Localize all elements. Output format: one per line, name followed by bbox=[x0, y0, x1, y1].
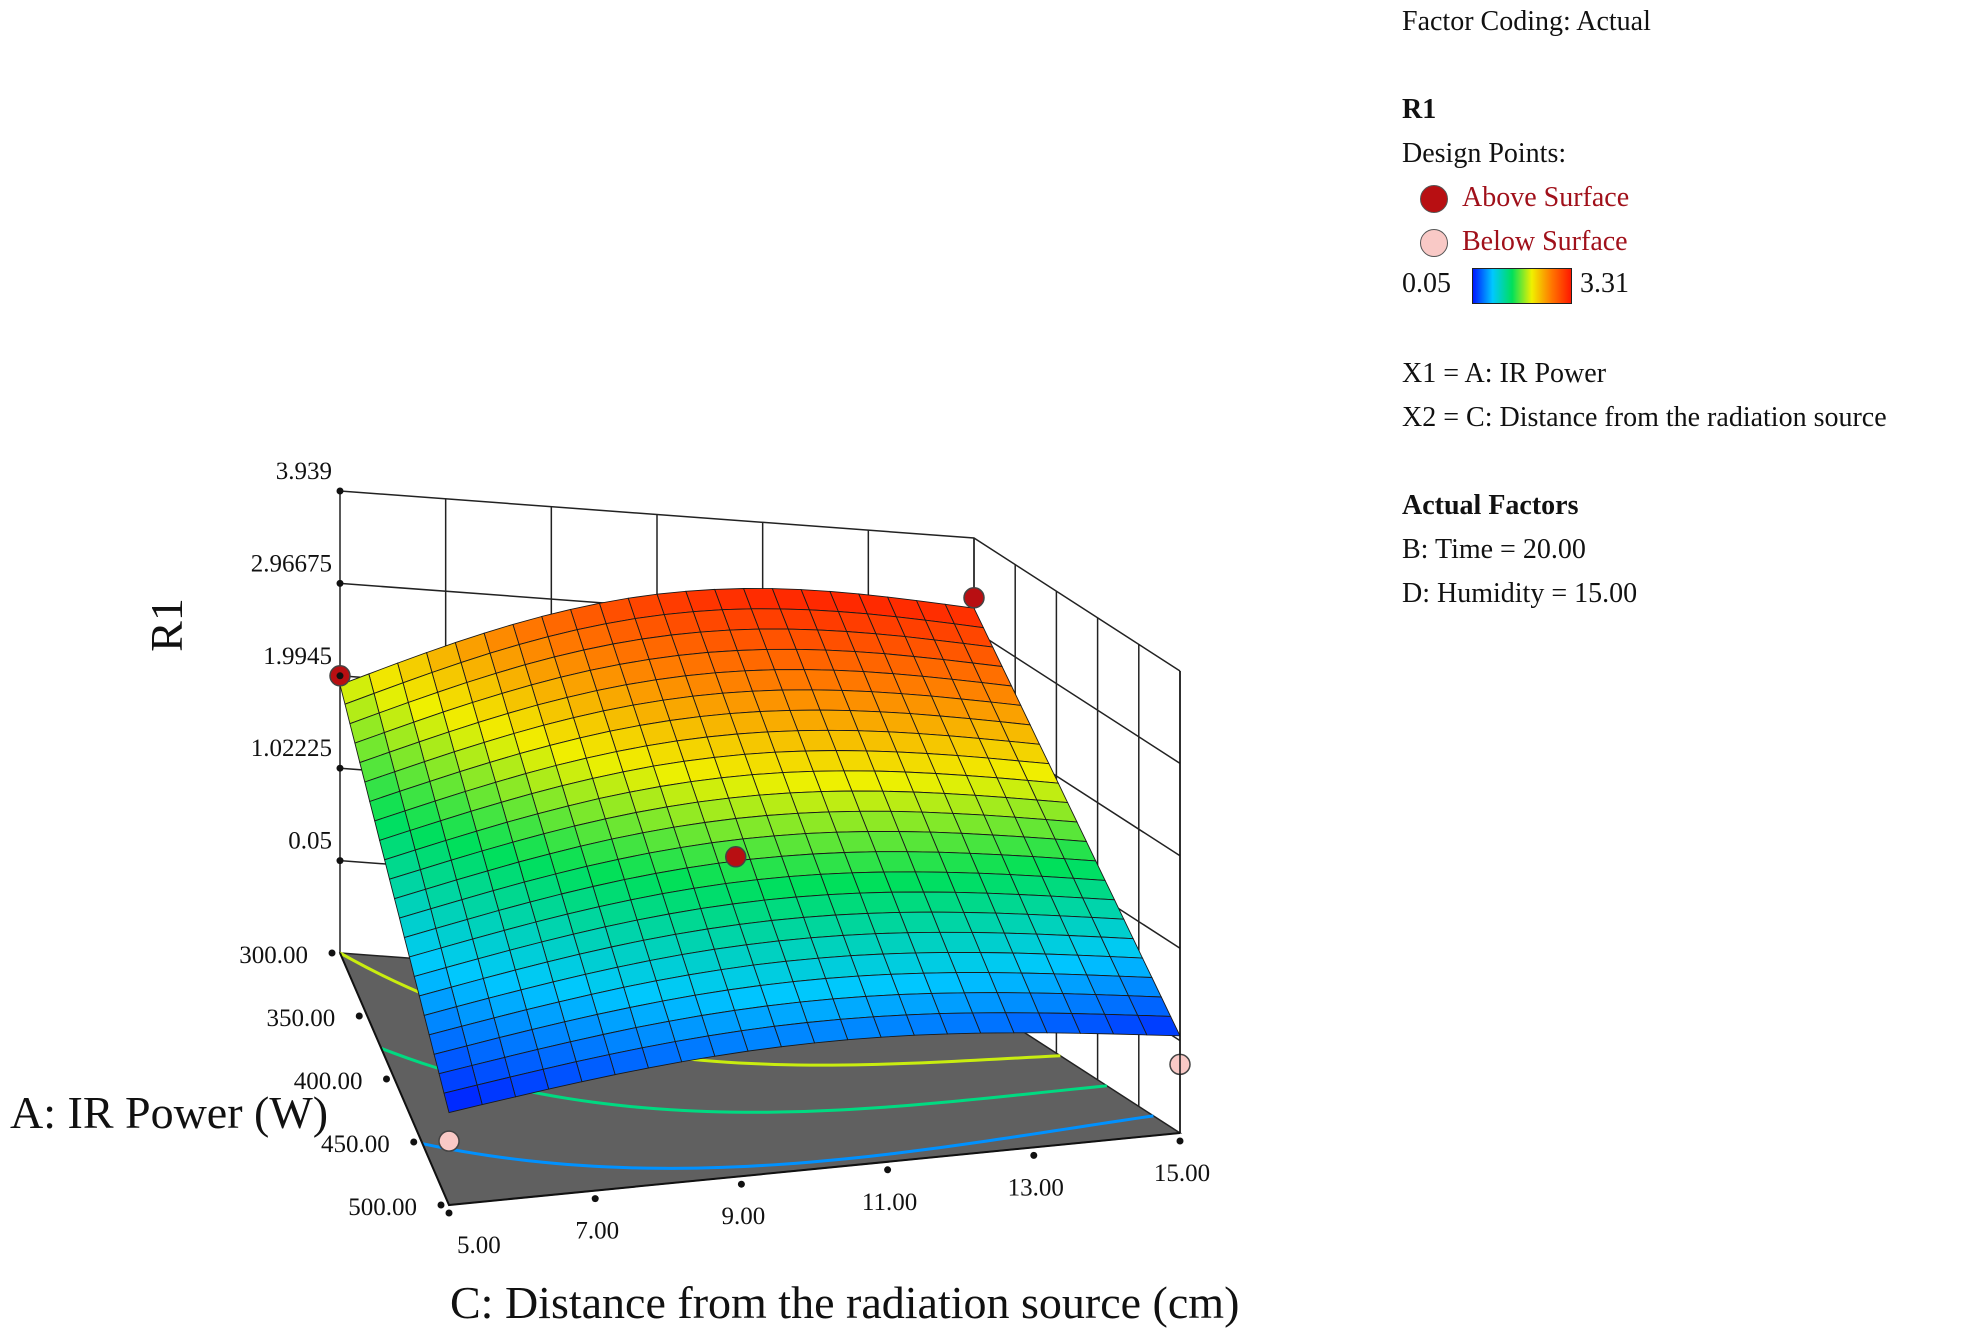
x1-definition: X1 = A: IR Power bbox=[1402, 358, 1607, 389]
factor-coding-text: Factor Coding: Actual bbox=[1402, 6, 1651, 37]
z-tick-mark bbox=[336, 857, 344, 865]
axes: 0.05 1.02225 1.9945 2.96675 3.939 300.00 350.0… bbox=[239, 458, 1210, 1259]
c-tick-label: 7.00 bbox=[575, 1218, 619, 1245]
a-tick-label: 300.00 bbox=[239, 942, 308, 969]
a-tick-label: 450.00 bbox=[321, 1131, 390, 1158]
a-tick-label: 500.00 bbox=[348, 1194, 417, 1221]
response-surface bbox=[339, 588, 1181, 1114]
x-axis-label: A: IR Power (W) bbox=[10, 1087, 328, 1138]
c-tick-mark bbox=[591, 1195, 599, 1203]
z-tick-label: 1.02225 bbox=[251, 735, 332, 762]
design-point-above bbox=[963, 587, 985, 609]
a-tick-label: 400.00 bbox=[294, 1068, 363, 1095]
below-surface-label: Below Surface bbox=[1462, 226, 1628, 257]
c-tick-mark bbox=[884, 1166, 892, 1174]
a-tick-mark bbox=[355, 1012, 363, 1020]
c-tick-mark bbox=[1030, 1151, 1038, 1159]
design-points-label: Design Points: bbox=[1402, 138, 1567, 169]
design-point-below bbox=[438, 1130, 460, 1152]
above-surface-marker bbox=[1420, 185, 1448, 213]
axis-labels: R1 A: IR Power (W) C: Distance from the ra… bbox=[10, 598, 1239, 1328]
c-tick-label: 11.00 bbox=[862, 1189, 917, 1216]
c-tick-label: 15.00 bbox=[1154, 1160, 1210, 1187]
c-tick-label: 5.00 bbox=[457, 1232, 501, 1259]
colorbar bbox=[1472, 268, 1572, 304]
z-axis-label: R1 bbox=[141, 598, 192, 652]
surface-cell bbox=[443, 1084, 483, 1114]
front-edge bbox=[339, 952, 1181, 1207]
z-tick-label: 0.05 bbox=[288, 828, 332, 855]
a-tick-mark bbox=[328, 949, 336, 957]
c-tick-mark bbox=[1176, 1137, 1184, 1145]
colorbar-max-label: 3.31 bbox=[1580, 268, 1629, 299]
z-tick-mark bbox=[336, 579, 344, 587]
surface-plot: 0.05 1.02225 1.9945 2.96675 3.939 300.00 350.0… bbox=[10, 458, 1239, 1328]
a-tick-label: 350.00 bbox=[267, 1005, 336, 1032]
a-tick-mark bbox=[383, 1075, 390, 1083]
response-name: R1 bbox=[1402, 94, 1437, 125]
surface-cell bbox=[707, 1030, 749, 1057]
z-tick-label: 3.939 bbox=[276, 458, 332, 485]
design-point-above bbox=[725, 846, 747, 868]
contour-line bbox=[422, 1114, 1154, 1170]
z-tick-mark bbox=[336, 672, 344, 680]
z-tick-mark bbox=[336, 487, 344, 495]
y-axis-label: C: Distance from the radiation source (c… bbox=[450, 1277, 1239, 1328]
c-tick-mark bbox=[445, 1209, 453, 1217]
a-tick-mark bbox=[437, 1201, 445, 1209]
a-tick-mark bbox=[410, 1138, 418, 1146]
x2-definition: X2 = C: Distance from the radiation sour… bbox=[1402, 402, 1887, 433]
actual-factors-title: Actual Factors bbox=[1402, 490, 1579, 521]
design-points bbox=[329, 587, 1191, 1152]
factor-b-value: B: Time = 20.00 bbox=[1402, 534, 1586, 565]
c-tick-mark bbox=[737, 1180, 745, 1188]
surface-cell bbox=[740, 1025, 782, 1052]
z-tick-label: 1.9945 bbox=[263, 643, 332, 670]
c-tick-label: 9.00 bbox=[722, 1203, 766, 1230]
above-surface-label: Above Surface bbox=[1462, 182, 1630, 213]
z-tick-label: 2.96675 bbox=[251, 550, 332, 577]
factor-d-value: D: Humidity = 15.00 bbox=[1402, 578, 1638, 609]
z-tick-mark bbox=[336, 764, 344, 772]
colorbar-min-label: 0.05 bbox=[1402, 268, 1451, 299]
c-tick-label: 13.00 bbox=[1008, 1174, 1064, 1201]
below-surface-marker bbox=[1420, 229, 1448, 257]
